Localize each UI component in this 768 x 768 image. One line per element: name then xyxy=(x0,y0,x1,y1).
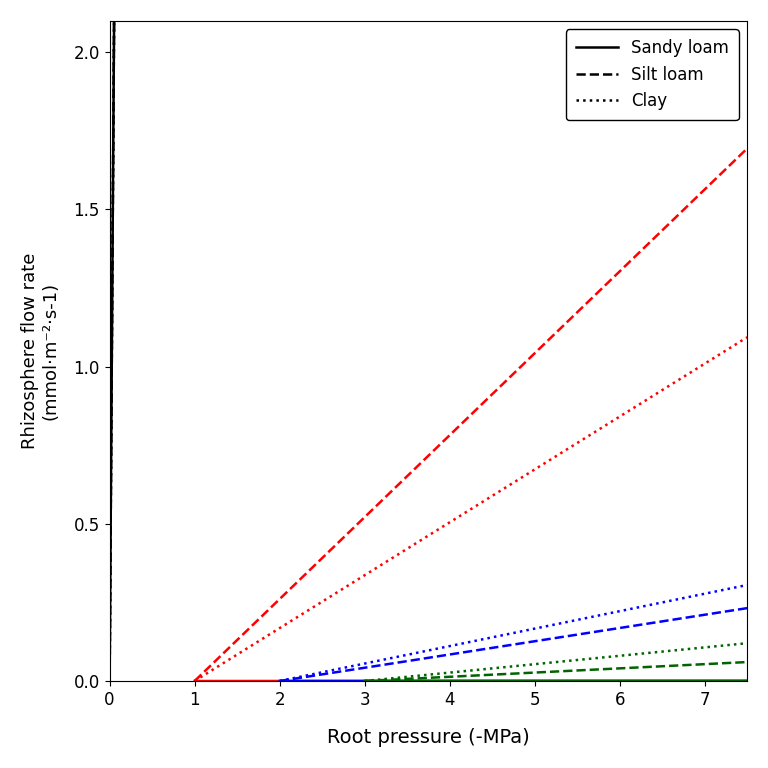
Y-axis label: Rhizosphere flow rate
(mmol·m⁻²·s-1): Rhizosphere flow rate (mmol·m⁻²·s-1) xyxy=(21,253,60,449)
X-axis label: Root pressure (-MPa): Root pressure (-MPa) xyxy=(327,728,530,747)
Legend: Sandy loam, Silt loam, Clay: Sandy loam, Silt loam, Clay xyxy=(566,29,739,120)
